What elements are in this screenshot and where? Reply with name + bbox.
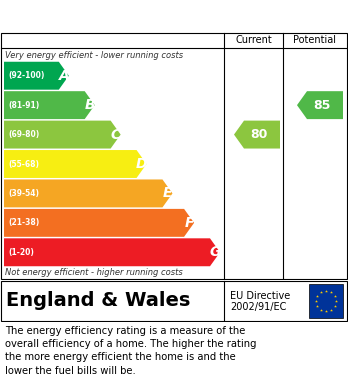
- Text: F: F: [184, 216, 194, 230]
- Bar: [309, 284, 343, 318]
- Text: (69-80): (69-80): [8, 130, 39, 139]
- Polygon shape: [4, 239, 220, 266]
- Text: 85: 85: [314, 99, 331, 112]
- Text: (1-20): (1-20): [8, 248, 34, 257]
- Text: 80: 80: [251, 128, 268, 141]
- Text: (92-100): (92-100): [8, 71, 45, 80]
- Polygon shape: [4, 91, 95, 119]
- Text: England & Wales: England & Wales: [6, 292, 190, 310]
- Polygon shape: [234, 120, 280, 149]
- Text: EU Directive: EU Directive: [230, 291, 290, 301]
- Text: B: B: [85, 98, 95, 112]
- Text: Energy Efficiency Rating: Energy Efficiency Rating: [8, 9, 218, 23]
- Text: (21-38): (21-38): [8, 218, 39, 227]
- Text: Very energy efficient - lower running costs: Very energy efficient - lower running co…: [5, 51, 183, 60]
- Polygon shape: [4, 62, 69, 90]
- Polygon shape: [4, 150, 147, 178]
- Polygon shape: [4, 209, 194, 237]
- Text: (39-54): (39-54): [8, 189, 39, 198]
- Text: Potential: Potential: [293, 35, 336, 45]
- Text: 2002/91/EC: 2002/91/EC: [230, 302, 286, 312]
- Polygon shape: [4, 179, 173, 207]
- Text: (55-68): (55-68): [8, 160, 39, 169]
- Polygon shape: [4, 120, 121, 149]
- Text: C: C: [111, 127, 121, 142]
- Text: E: E: [163, 187, 172, 201]
- Text: Not energy efficient - higher running costs: Not energy efficient - higher running co…: [5, 268, 183, 277]
- Text: A: A: [58, 69, 69, 83]
- Text: D: D: [136, 157, 147, 171]
- Polygon shape: [297, 91, 343, 119]
- Text: (81-91): (81-91): [8, 100, 39, 109]
- Text: Current: Current: [235, 35, 272, 45]
- Text: The energy efficiency rating is a measure of the
overall efficiency of a home. T: The energy efficiency rating is a measur…: [5, 326, 256, 376]
- Text: G: G: [209, 245, 221, 259]
